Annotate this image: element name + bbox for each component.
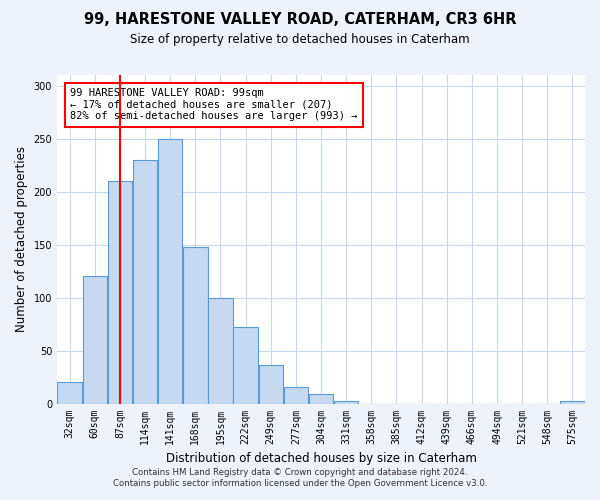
- Text: Size of property relative to detached houses in Caterham: Size of property relative to detached ho…: [130, 32, 470, 46]
- Bar: [58, 382, 82, 404]
- Bar: [233, 327, 258, 404]
- Bar: [133, 160, 157, 404]
- Text: 99 HARESTONE VALLEY ROAD: 99sqm
← 17% of detached houses are smaller (207)
82% o: 99 HARESTONE VALLEY ROAD: 99sqm ← 17% of…: [70, 88, 358, 122]
- Text: Contains HM Land Registry data © Crown copyright and database right 2024.
Contai: Contains HM Land Registry data © Crown c…: [113, 468, 487, 487]
- X-axis label: Distribution of detached houses by size in Caterham: Distribution of detached houses by size …: [166, 452, 476, 465]
- Bar: [259, 366, 283, 404]
- Bar: [183, 246, 208, 404]
- Bar: [309, 394, 333, 404]
- Y-axis label: Number of detached properties: Number of detached properties: [15, 146, 28, 332]
- Text: 99, HARESTONE VALLEY ROAD, CATERHAM, CR3 6HR: 99, HARESTONE VALLEY ROAD, CATERHAM, CR3…: [84, 12, 516, 28]
- Bar: [83, 276, 107, 404]
- Bar: [334, 402, 358, 404]
- Bar: [158, 138, 182, 404]
- Bar: [208, 298, 233, 404]
- Bar: [560, 402, 584, 404]
- Bar: [284, 386, 308, 404]
- Bar: [108, 181, 132, 404]
